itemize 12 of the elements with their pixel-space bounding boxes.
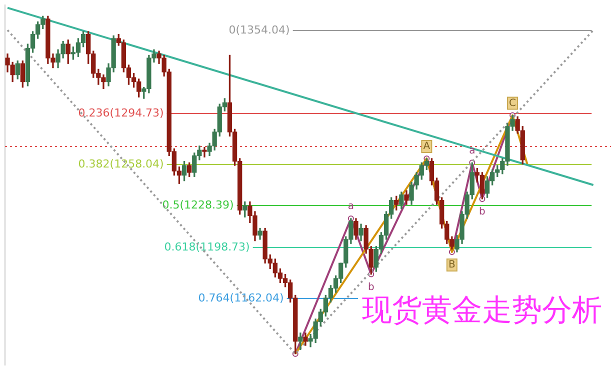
data-label: A — [423, 141, 430, 152]
data-label: B — [448, 260, 456, 271]
data-label: C — [509, 98, 516, 109]
data-label: b — [479, 206, 486, 218]
annotation: 现货黄金走势分析 — [362, 293, 602, 328]
ref-line-label: 0.382(1258.04) — [78, 157, 164, 170]
ref-line-label: 0.618(1198.73) — [164, 240, 250, 254]
ref-line-label: 0.5(1228.39) — [162, 198, 234, 212]
ref-line-label: 0(1354.04) — [228, 23, 290, 36]
ref-line-label: 0.764(1162.04) — [198, 291, 284, 304]
ref-line-label: 0.236(1294.73) — [78, 106, 164, 120]
data-label: b — [368, 282, 374, 293]
